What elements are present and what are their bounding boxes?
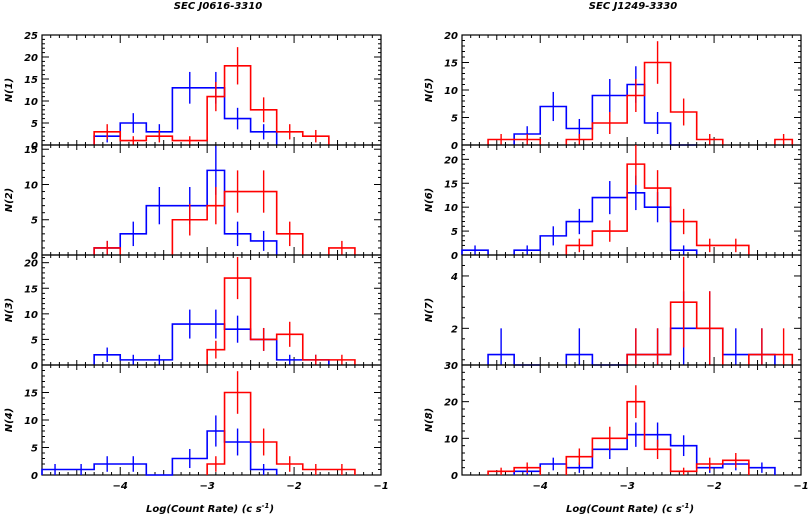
right-column-title: SEC J1249-3330 — [589, 1, 677, 12]
y-axis-label: N(3) — [4, 298, 15, 322]
y-tick-label: 20 — [24, 259, 38, 270]
y-tick-label: 5 — [31, 335, 38, 346]
y-tick-label: 5 — [451, 114, 458, 125]
y-tick-label: 15 — [444, 59, 458, 70]
y-tick-label: 10 — [24, 416, 38, 427]
y-tick-label: 0 — [31, 251, 38, 262]
panel-frame — [461, 34, 802, 146]
x-tick-label: −2 — [706, 481, 721, 492]
y-axis-label: N(1) — [4, 78, 15, 102]
panel-frame — [41, 144, 382, 256]
y-axis-label: N(7) — [424, 298, 435, 322]
y-tick-label: 25 — [24, 31, 38, 42]
panel-frame — [41, 364, 382, 476]
red-histogram-series — [93, 65, 330, 145]
y-tick-label: 15 — [24, 284, 38, 295]
y-tick-label: 10 — [24, 97, 38, 108]
blue-histogram-series — [41, 430, 278, 476]
y-tick-label: 10 — [444, 203, 458, 214]
y-tick-label: 15 — [444, 179, 458, 190]
red-histogram-series — [206, 277, 356, 365]
x-tick-label: −3 — [619, 481, 634, 492]
blue-histogram-series — [93, 169, 278, 255]
y-tick-label: 20 — [444, 155, 458, 166]
y-tick-label: 20 — [24, 53, 38, 64]
y-axis-label: N(4) — [4, 408, 15, 432]
y-tick-label: 0 — [31, 141, 38, 152]
y-tick-label: 0 — [31, 471, 38, 482]
y-tick-label: 0 — [451, 251, 458, 262]
x-tick-label: −4 — [533, 481, 548, 492]
panel-frame — [461, 144, 802, 256]
left-column-title: SEC J0616-3310 — [174, 1, 262, 12]
blue-histogram-series — [93, 87, 278, 145]
y-tick-label: 5 — [451, 227, 458, 238]
y-tick-label: 10 — [24, 310, 38, 321]
panel-frame — [41, 34, 382, 146]
blue-histogram-series — [487, 327, 776, 366]
x-tick-label: −2 — [286, 481, 301, 492]
panel-2: 0 5 10 15 N(2) — [4, 144, 382, 262]
y-tick-label: 0 — [31, 361, 38, 372]
panel-5: 0 5 10 15 20 N(5) — [424, 31, 802, 152]
x-tick-label: −3 — [199, 481, 214, 492]
y-tick-label: 2 — [451, 324, 458, 335]
x-tick-label: −1 — [373, 481, 388, 492]
y-tick-label: 4 — [450, 272, 458, 283]
y-tick-label: 15 — [24, 75, 38, 86]
y-axis-label: N(5) — [424, 78, 435, 102]
blue-histogram-series — [513, 83, 697, 146]
red-histogram-series — [626, 301, 794, 365]
panel-8: −4 −3 −2 −1 0 10 20 30 N(8) — [424, 361, 809, 492]
y-axis-label: N(6) — [424, 188, 435, 212]
panel-4: −4 −3 −2 −1 0 5 10 15 N(4) — [4, 364, 389, 492]
y-tick-label: 10 — [24, 180, 38, 191]
y-tick-label: 5 — [31, 119, 38, 130]
y-axis-label: N(8) — [424, 408, 435, 432]
left-x-axis-label: Log(Count Rate) (c s-1) — [146, 502, 274, 515]
y-tick-label: 30 — [444, 361, 458, 372]
y-tick-label: 20 — [444, 31, 458, 42]
red-histogram-series — [206, 391, 356, 475]
y-tick-label: 5 — [31, 444, 38, 455]
x-tick-label: −4 — [113, 481, 128, 492]
y-tick-label: 15 — [24, 389, 38, 400]
panel-7: 2 4 N(7) — [424, 254, 802, 366]
y-axis-label: N(2) — [4, 188, 15, 212]
red-histogram-series — [565, 163, 750, 255]
panel-frame — [461, 364, 802, 476]
right-x-axis-label: Log(Count Rate) (c s-1) — [566, 502, 694, 515]
panel-1: 0 5 10 15 20 25 N(1) — [4, 31, 382, 152]
y-tick-label: 20 — [444, 398, 458, 409]
panel-6: 0 5 10 15 20 N(6) — [424, 144, 802, 262]
panel-3: 0 5 10 15 20 N(3) — [4, 254, 382, 372]
y-tick-label: 15 — [24, 145, 38, 156]
red-histogram-series — [487, 61, 794, 145]
panel-frame — [461, 254, 802, 366]
y-tick-label: 10 — [444, 86, 458, 97]
y-tick-label: 10 — [444, 434, 458, 445]
y-tick-label: 0 — [451, 141, 458, 152]
y-tick-label: 5 — [31, 216, 38, 227]
panel-frame — [41, 254, 382, 366]
y-tick-label: 0 — [451, 471, 458, 482]
x-tick-label: −1 — [793, 481, 808, 492]
